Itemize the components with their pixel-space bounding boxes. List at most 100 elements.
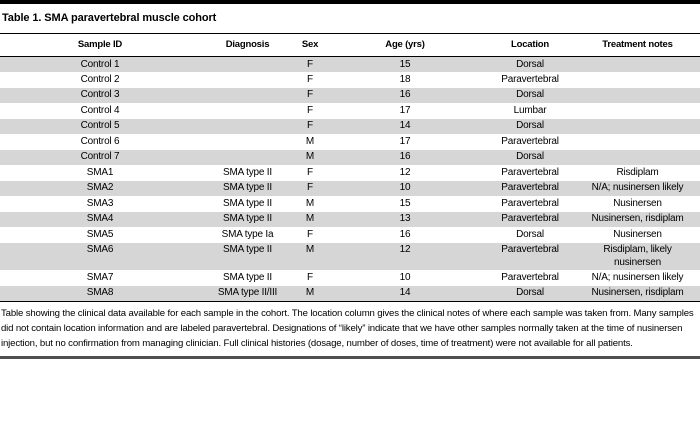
table-row: Control 6 M 17 Paravertebral — [0, 134, 700, 150]
cell-treatment: Nusinersen, risdiplam — [591, 213, 684, 224]
cell-sex: M — [305, 151, 315, 162]
cell-treatment: N/A; nusinersen likely — [591, 271, 684, 283]
col-header-sample-id: Sample ID — [0, 33, 200, 57]
cell-sample-id: Control 3 — [80, 89, 120, 100]
cell-sample-id: SMA2 — [86, 182, 114, 193]
cell-treatment — [575, 134, 700, 150]
cell-location: Dorsal — [516, 287, 544, 298]
cell-sample-id: SMA4 — [86, 213, 114, 224]
top-rule-bar — [0, 0, 700, 4]
cell-treatment: Nusinersen, risdiplam — [591, 287, 684, 298]
cell-sample-id: SMA1 — [86, 166, 114, 178]
cell-treatment — [575, 103, 700, 119]
cell-location: Paravertebral — [501, 182, 559, 193]
cell-sex: M — [305, 244, 315, 255]
cell-sample-id: Control 5 — [80, 120, 120, 131]
cell-sample-id: Control 6 — [80, 135, 120, 147]
cell-location: Dorsal — [516, 89, 544, 100]
cell-treatment: N/A; nusinersen likely — [591, 182, 684, 193]
cell-age: 14 — [399, 120, 411, 131]
cell-diagnosis: SMA type II — [223, 182, 272, 193]
header-row: Sample ID Diagnosis Sex Age (yrs) Locati… — [0, 33, 700, 57]
table-row: Control 1 F 15 Dorsal — [0, 56, 700, 73]
cell-sample-id: Control 7 — [80, 151, 120, 162]
cell-diagnosis — [200, 119, 295, 135]
cell-age: 16 — [399, 89, 411, 100]
cell-sex: F — [307, 228, 313, 240]
cell-treatment: Nusinersen — [613, 228, 662, 240]
cell-diagnosis — [200, 103, 295, 119]
cell-sample-id: SMA6 — [86, 244, 114, 255]
cell-sample-id: SMA7 — [86, 271, 114, 283]
cell-sex: F — [307, 166, 313, 178]
table-row: SMA7 SMA type II F 10 Paravertebral N/A; nusi… — [0, 270, 700, 286]
table-row: Control 2 F 18 Paravertebral — [0, 72, 700, 88]
cell-sample-id: Control 2 — [80, 73, 120, 85]
cell-sex: F — [307, 104, 313, 116]
bottom-rule-bar — [0, 356, 700, 360]
cell-age: 12 — [399, 244, 411, 255]
cell-sex: M — [305, 287, 315, 298]
cell-age: 16 — [399, 151, 411, 162]
col-header-diagnosis: Diagnosis — [200, 33, 295, 57]
cell-age: 10 — [399, 182, 411, 193]
cell-location: Paravertebral — [501, 166, 559, 178]
cell-age: 17 — [399, 104, 411, 116]
cell-location: Dorsal — [516, 151, 544, 162]
cell-age: 14 — [399, 287, 411, 298]
cell-diagnosis: SMA type II — [223, 213, 272, 224]
col-header-age: Age (yrs) — [325, 33, 485, 57]
table-row: Control 5 F 14 Dorsal — [0, 118, 700, 135]
cell-sex: M — [305, 197, 315, 209]
cell-sample-id: Control 1 — [80, 58, 120, 70]
cell-location: Paravertebral — [501, 271, 559, 283]
cell-sex: F — [307, 58, 313, 70]
cell-location: Dorsal — [516, 120, 544, 131]
cell-location: Dorsal — [516, 228, 544, 240]
col-header-location: Location — [485, 33, 575, 57]
cell-age: 15 — [399, 197, 411, 209]
cell-diagnosis: SMA type II — [223, 197, 272, 209]
cell-diagnosis — [200, 72, 295, 88]
cell-treatment: Nusinersen — [613, 197, 662, 209]
cell-treatment: Risdiplam — [616, 166, 659, 178]
cell-location: Paravertebral — [501, 244, 559, 255]
cell-age: 18 — [399, 73, 411, 85]
cell-diagnosis: SMA type II — [223, 244, 272, 255]
table-figure: Table 1. SMA paravertebral muscle cohort… — [0, 0, 700, 360]
table-row: SMA2 SMA type II F 10 Paravertebral N/A; nusi… — [0, 180, 700, 196]
cell-sex: F — [307, 120, 313, 131]
table-row: SMA6 SMA type II M 12 Paravertebral Risdiplam… — [0, 242, 700, 270]
cell-age: 12 — [399, 166, 411, 178]
cell-treatment — [575, 119, 700, 135]
cell-diagnosis: SMA type II/III — [217, 287, 278, 298]
table-title: Table 1. SMA paravertebral muscle cohort — [2, 12, 217, 24]
table-row: SMA1 SMA type II F 12 Paravertebral Risdiplam — [0, 165, 700, 181]
table-row: SMA3 SMA type II M 15 Paravertebral Nusinerse… — [0, 196, 700, 212]
cell-location: Paravertebral — [501, 197, 559, 209]
cell-age: 16 — [399, 228, 411, 240]
cell-sample-id: SMA3 — [86, 197, 114, 209]
cell-treatment — [575, 150, 700, 166]
cell-location: Lumbar — [513, 104, 547, 116]
col-header-treatment-notes: Treatment notes — [575, 33, 700, 57]
cell-treatment — [575, 57, 700, 73]
cell-diagnosis — [200, 134, 295, 150]
cell-treatment: Risdiplam, likely nusinersen — [603, 244, 672, 268]
cell-location: Paravertebral — [501, 73, 559, 85]
cell-sex: F — [307, 271, 313, 283]
cell-treatment — [575, 72, 700, 88]
cell-sex: M — [305, 213, 315, 224]
table-row: SMA5 SMA type Ia F 16 Dorsal Nusinersen — [0, 227, 700, 243]
table-row: Control 4 F 17 Lumbar — [0, 103, 700, 119]
cell-sex: M — [305, 135, 315, 147]
cell-location: Dorsal — [516, 58, 544, 70]
cell-sex: F — [307, 182, 313, 193]
table-row: SMA8 SMA type II/III M 14 Dorsal Nusinersen, … — [0, 285, 700, 301]
cell-diagnosis — [200, 150, 295, 166]
cell-location: Paravertebral — [501, 135, 559, 147]
cell-sample-id: Control 4 — [80, 104, 120, 116]
cell-age: 17 — [399, 135, 411, 147]
table-header: Sample ID Diagnosis Sex Age (yrs) Locati… — [0, 33, 700, 57]
cell-diagnosis — [200, 88, 295, 104]
